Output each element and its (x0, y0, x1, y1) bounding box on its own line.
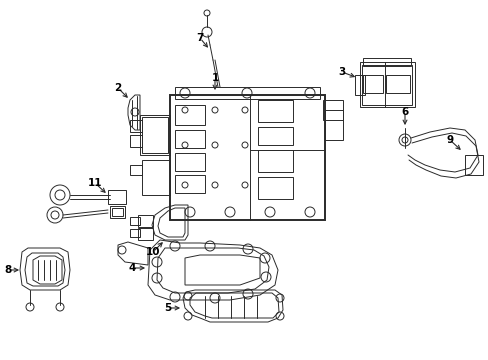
Bar (175, 130, 204, 148)
Bar (258, 150, 292, 172)
Text: 3: 3 (338, 67, 345, 77)
Bar (130, 120, 142, 132)
Bar (170, 95, 325, 220)
Text: 11: 11 (87, 178, 102, 188)
Bar (464, 155, 482, 175)
Bar (110, 206, 125, 218)
Bar (361, 65, 411, 105)
Bar (258, 100, 292, 122)
Bar (323, 100, 342, 120)
Text: 5: 5 (164, 303, 171, 313)
Bar (362, 58, 410, 66)
Text: 10: 10 (145, 247, 160, 257)
Text: 9: 9 (446, 135, 453, 145)
Text: 8: 8 (4, 265, 12, 275)
Bar (130, 165, 142, 175)
Text: 4: 4 (128, 263, 135, 273)
Bar (130, 229, 140, 237)
Bar (138, 228, 153, 240)
Bar (175, 105, 204, 125)
Text: 7: 7 (196, 33, 203, 43)
Bar (175, 175, 204, 193)
Bar (108, 190, 126, 204)
Bar (140, 115, 170, 155)
Bar (258, 127, 292, 145)
Bar (142, 117, 168, 153)
Bar (362, 75, 382, 93)
Bar (175, 87, 319, 99)
Bar (142, 160, 170, 195)
Bar (385, 75, 409, 93)
Bar (354, 75, 364, 95)
Bar (325, 110, 342, 140)
Bar (359, 62, 414, 107)
Bar (175, 153, 204, 171)
Bar (138, 215, 153, 227)
Bar (130, 135, 142, 147)
Bar (258, 177, 292, 199)
Bar (112, 208, 123, 216)
Text: 1: 1 (211, 73, 218, 83)
Bar (130, 217, 140, 225)
Text: 2: 2 (114, 83, 122, 93)
Text: 6: 6 (401, 107, 408, 117)
